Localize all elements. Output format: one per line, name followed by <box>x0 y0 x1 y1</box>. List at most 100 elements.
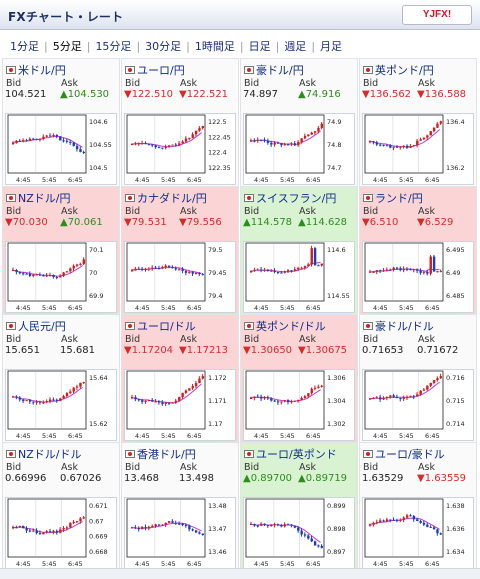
pair-name[interactable]: 豪ドル/ドル <box>375 320 434 333</box>
pair-title[interactable]: 人民元/円 <box>6 318 66 334</box>
chart-container[interactable]: 79.5 79.45 79.4 4:45 5:45 6:45 <box>124 241 236 313</box>
currency-pair-panel[interactable]: 人民元/円 Bid Ask 15.651 15.681 15.64 15.62 4:45 5:4… <box>2 314 120 443</box>
chart-container[interactable]: 6.495 6.49 6.485 4:45 5:45 6:45 <box>362 241 474 313</box>
chart-container[interactable]: 122.5 122.45 122.4 122.35 4:45 5:45 6:45 <box>124 113 236 185</box>
tab-timeframe[interactable]: 日足 <box>248 40 271 53</box>
currency-pair-panel[interactable]: スイスフラン/円 Bid Ask ▲114.578 ▲114.628 114.6 114.5… <box>240 186 358 315</box>
pair-title[interactable]: NZドル/円 <box>6 190 70 206</box>
currency-pair-panel[interactable]: 英ポンド/ドル Bid Ask ▼1.30650 ▼1.30675 1.306 1.304 1… <box>240 314 358 443</box>
y-tick-label: 70 <box>89 269 97 277</box>
pair-name[interactable]: 豪ドル/円 <box>256 64 304 77</box>
pair-name[interactable]: スイスフラン/円 <box>256 192 337 205</box>
pair-title[interactable]: 米ドル/円 <box>6 62 66 78</box>
candle-body <box>168 402 171 404</box>
tab-timeframe[interactable]: 1分足 <box>10 40 39 53</box>
candle-body <box>263 397 266 399</box>
pair-title[interactable]: ユーロ/ドル <box>125 318 196 334</box>
candlestick-chart[interactable]: 1.172 1.171 1.17 4:45 5:45 6:45 <box>125 370 237 442</box>
candlestick-chart[interactable]: 15.64 15.62 4:45 5:45 6:45 <box>6 370 118 442</box>
candlestick-chart[interactable]: 136.4 136.2 4:45 5:45 6:45 <box>363 114 475 186</box>
chart-container[interactable]: 74.9 74.8 74.7 4:45 5:45 6:45 <box>243 113 355 185</box>
candle-body <box>253 140 256 142</box>
candlestick-chart[interactable]: 104.6 104.55 104.5 4:45 5:45 6:45 <box>6 114 118 186</box>
pair-title[interactable]: ユーロ/豪ドル <box>363 446 445 462</box>
pair-title[interactable]: ユーロ/円 <box>125 62 185 78</box>
currency-pair-panel[interactable]: ユーロ/英ポンド Bid Ask ▲0.89700 ▲0.89719 0.899 0.898… <box>240 442 358 571</box>
candle-body <box>171 144 174 146</box>
currency-pair-panel[interactable]: ユーロ/ドル Bid Ask ▼1.17204 ▼1.17213 1.172 1.171 1.… <box>121 314 239 443</box>
pair-name[interactable]: 米ドル/円 <box>18 64 66 77</box>
pair-title[interactable]: カナダドル/円 <box>125 190 207 206</box>
pair-title[interactable]: 英ポンド/ドル <box>244 318 326 334</box>
y-tick-label: 74.8 <box>327 141 341 149</box>
pair-name[interactable]: ユーロ/英ポンド <box>256 448 337 461</box>
tab-timeframe[interactable]: 30分足 <box>145 40 182 53</box>
chart-container[interactable]: 114.6 114.55 4:45 5:45 6:45 <box>243 241 355 313</box>
candlestick-chart[interactable]: 114.6 114.55 4:45 5:45 6:45 <box>244 242 356 314</box>
chart-container[interactable]: 1.172 1.171 1.17 4:45 5:45 6:45 <box>124 369 236 441</box>
candlestick-chart[interactable]: 0.899 0.898 0.897 4:45 5:45 6:45 <box>244 498 356 570</box>
candlestick-chart[interactable]: 70.1 70 69.9 4:45 5:45 6:45 <box>6 242 118 314</box>
pair-title[interactable]: NZドル/ドル <box>6 446 81 462</box>
pair-title[interactable]: 豪ドル/ドル <box>363 318 434 334</box>
tab-timeframe[interactable]: 5分足 <box>52 40 82 53</box>
yjfx-logo[interactable]: YJFX! <box>402 5 472 25</box>
currency-pair-panel[interactable]: NZドル/円 Bid Ask ▼70.030 ▲70.061 70.1 70 69.9 4:45… <box>2 186 120 315</box>
candle-body <box>432 127 436 132</box>
pair-title[interactable]: 豪ドル/円 <box>244 62 304 78</box>
pair-name[interactable]: ユーロ/円 <box>137 64 185 77</box>
candlestick-chart[interactable]: 1.306 1.304 1.302 4:45 5:45 6:45 <box>244 370 356 442</box>
tab-timeframe[interactable]: 15分足 <box>95 40 132 53</box>
pair-title[interactable]: 英ポンド/円 <box>363 62 434 78</box>
pair-name[interactable]: NZドル/ドル <box>18 448 82 461</box>
chart-container[interactable]: 1.306 1.304 1.302 4:45 5:45 6:45 <box>243 369 355 441</box>
chart-container[interactable]: 0.899 0.898 0.897 4:45 5:45 6:45 <box>243 497 355 569</box>
tab-timeframe[interactable]: 1時間足 <box>194 40 235 53</box>
pair-name[interactable]: ユーロ/ドル <box>137 320 196 333</box>
pair-name[interactable]: 英ポンド/ドル <box>256 320 326 333</box>
candlestick-chart[interactable]: 0.671 0.67 0.669 0.668 4:45 5:45 6:45 <box>6 498 118 570</box>
tab-timeframe[interactable]: 週足 <box>284 40 307 53</box>
candlestick-chart[interactable]: 6.495 6.49 6.485 4:45 5:45 6:45 <box>363 242 475 314</box>
candlestick-chart[interactable]: 1.638 1.636 1.634 4:45 5:45 6:45 <box>363 498 475 570</box>
pair-name[interactable]: ランド/円 <box>375 192 423 205</box>
chart-container[interactable]: 15.64 15.62 4:45 5:45 6:45 <box>5 369 117 441</box>
chart-container[interactable]: 1.638 1.636 1.634 4:45 5:45 6:45 <box>362 497 474 569</box>
currency-pair-panel[interactable]: 英ポンド/円 Bid Ask ▼136.562 ▼136.588 136.4 136.2 4:… <box>359 58 477 187</box>
candle-body <box>59 136 62 141</box>
chart-container[interactable]: 0.671 0.67 0.669 0.668 4:45 5:45 6:45 <box>5 497 117 569</box>
pair-title[interactable]: スイスフラン/円 <box>244 190 336 206</box>
chart-container[interactable]: 0.716 0.715 0.714 4:45 5:45 6:45 <box>362 369 474 441</box>
tab-timeframe[interactable]: 月足 <box>320 40 343 53</box>
currency-pair-panel[interactable]: 香港ドル/円 Bid Ask 13.468 13.498 13.48 13.47 13.46 4… <box>121 442 239 571</box>
currency-pair-panel[interactable]: ユーロ/豪ドル Bid Ask 1.63529 ▼1.63559 1.638 1.636 1.… <box>359 442 477 571</box>
currency-pair-panel[interactable]: 米ドル/円 Bid Ask 104.521 ▲104.530 104.6 104.55 104… <box>2 58 120 187</box>
app-header: FXチャート・レート YJFX! <box>0 0 480 30</box>
candle-body <box>82 382 86 384</box>
chart-container[interactable]: 13.48 13.47 13.46 4:45 5:45 6:45 <box>124 497 236 569</box>
currency-pair-panel[interactable]: NZドル/ドル Bid Ask 0.66996 0.67026 0.671 0.67 0.66… <box>2 442 120 571</box>
pair-title[interactable]: ランド/円 <box>363 190 423 206</box>
candlestick-chart[interactable]: 79.5 79.45 79.4 4:45 5:45 6:45 <box>125 242 237 314</box>
currency-pair-panel[interactable]: 豪ドル/ドル Bid Ask 0.71653 0.71672 0.716 0.715 0.71… <box>359 314 477 443</box>
pair-title[interactable]: 香港ドル/円 <box>125 446 196 462</box>
currency-pair-panel[interactable]: カナダドル/円 Bid Ask ▼79.531 ▼79.556 79.5 79.45 79.4… <box>121 186 239 315</box>
pair-title[interactable]: ユーロ/英ポンド <box>244 446 337 462</box>
candlestick-chart[interactable]: 122.5 122.45 122.4 122.35 4:45 5:45 6:45 <box>125 114 237 186</box>
pair-name[interactable]: NZドル/円 <box>18 192 71 205</box>
candlestick-chart[interactable]: 74.9 74.8 74.7 4:45 5:45 6:45 <box>244 114 356 186</box>
pair-name[interactable]: 香港ドル/円 <box>137 448 196 461</box>
candlestick-chart[interactable]: 0.716 0.715 0.714 4:45 5:45 6:45 <box>363 370 475 442</box>
currency-pair-panel[interactable]: 豪ドル/円 Bid Ask 74.897 ▲74.916 74.9 74.8 74.7 4:45… <box>240 58 358 187</box>
pair-name[interactable]: ユーロ/豪ドル <box>375 448 445 461</box>
chart-container[interactable]: 104.6 104.55 104.5 4:45 5:45 6:45 <box>5 113 117 185</box>
currency-pair-panel[interactable]: ランド/円 Bid Ask ▼6.510 ▼6.529 6.495 6.49 6.485 4:4… <box>359 186 477 315</box>
chart-container[interactable]: 136.4 136.2 4:45 5:45 6:45 <box>362 113 474 185</box>
candle-body <box>385 519 389 522</box>
chart-container[interactable]: 70.1 70 69.9 4:45 5:45 6:45 <box>5 241 117 313</box>
pair-name[interactable]: 英ポンド/円 <box>375 64 434 77</box>
pair-name[interactable]: カナダドル/円 <box>137 192 207 205</box>
candlestick-chart[interactable]: 13.48 13.47 13.46 4:45 5:45 6:45 <box>125 498 237 570</box>
pair-name[interactable]: 人民元/円 <box>18 320 66 333</box>
currency-pair-panel[interactable]: ユーロ/円 Bid Ask ▼122.510 ▼122.521 122.5 122.45 12… <box>121 58 239 187</box>
